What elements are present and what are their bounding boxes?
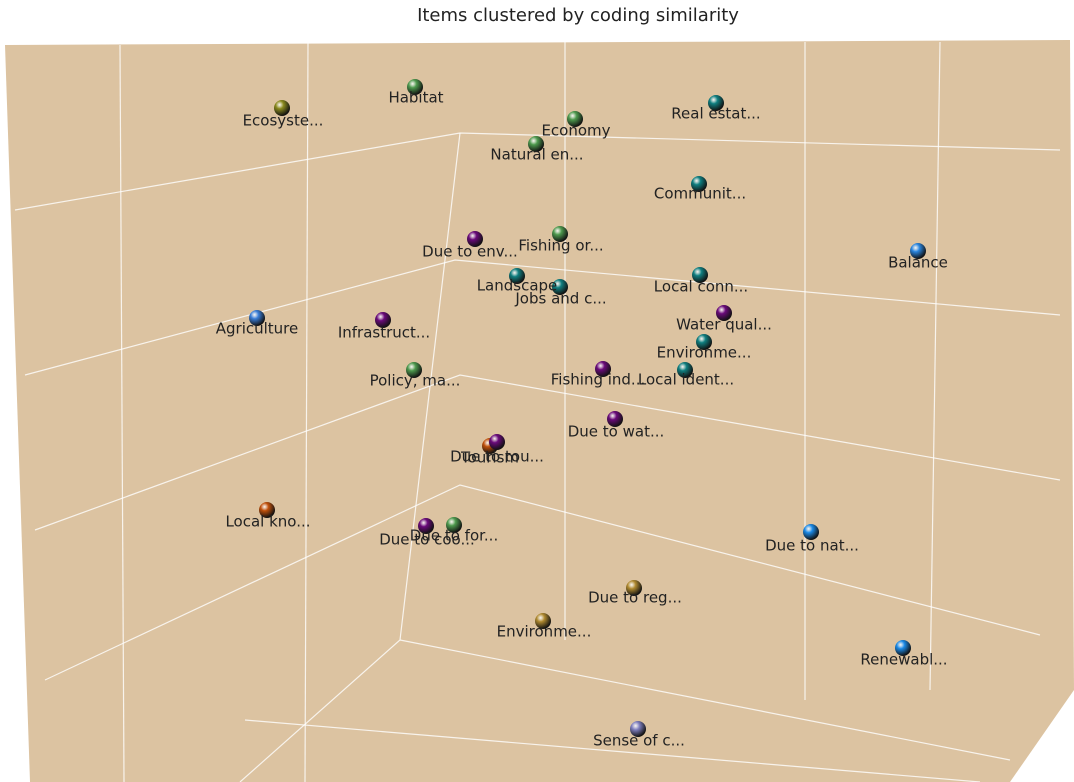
- item-label: Fishing ind...: [551, 371, 646, 389]
- item-sphere: [696, 334, 712, 350]
- item-label: Sense of c...: [593, 732, 685, 750]
- item-label: Renewabl...: [860, 651, 947, 669]
- item-sphere: [535, 613, 551, 629]
- item-label: Due to tou...: [450, 448, 544, 466]
- item-sphere: [375, 312, 391, 328]
- plot-box: [5, 40, 1074, 782]
- item-sphere: [259, 502, 275, 518]
- item-sphere: [274, 100, 290, 116]
- item-label: Economy: [541, 122, 610, 140]
- item-sphere: [249, 310, 265, 326]
- item-sphere: [552, 279, 568, 295]
- item-sphere: [567, 111, 583, 127]
- item-label: Policy, ma...: [370, 372, 461, 390]
- item-label: Tourism: [460, 449, 519, 467]
- item-label: Balance: [888, 254, 948, 272]
- item-sphere: [626, 580, 642, 596]
- item-label: Landscape: [477, 277, 558, 295]
- item-sphere: [489, 434, 505, 450]
- item-sphere: [528, 136, 544, 152]
- item-sphere: [630, 721, 646, 737]
- item-sphere: [467, 231, 483, 247]
- item-label: Jobs and c...: [514, 290, 606, 308]
- item-sphere: [607, 411, 623, 427]
- grid: [14, 41, 1061, 782]
- item-sphere: [716, 305, 732, 321]
- item-sphere: [895, 640, 911, 656]
- item-label: Due to wat...: [568, 423, 665, 441]
- item-sphere: [552, 226, 568, 242]
- item-label: Due to for...: [410, 527, 498, 545]
- item-sphere: [910, 243, 926, 259]
- item-label: Local kno...: [225, 513, 310, 531]
- item-sphere: [418, 518, 434, 534]
- item-sphere: [509, 268, 525, 284]
- items: Ecosyste... Habitat Economy Natural en... Re…: [216, 79, 948, 750]
- item-label: Agriculture: [216, 320, 299, 338]
- item-label: Ecosyste...: [243, 112, 324, 130]
- item-label: Fishing or...: [518, 237, 603, 255]
- item-sphere: [446, 517, 462, 533]
- item-sphere: [595, 361, 611, 377]
- item-sphere: [407, 79, 423, 95]
- item-label: Natural en...: [490, 146, 583, 164]
- item-label: Due to nat...: [765, 537, 859, 555]
- item-label: Environme...: [497, 623, 592, 641]
- item-sphere: [677, 362, 693, 378]
- item-sphere: [803, 524, 819, 540]
- item-label: Local conn...: [654, 278, 748, 296]
- item-label: Due to coo...: [379, 531, 475, 549]
- item-label: Real estat...: [671, 105, 760, 123]
- item-label: Local ident...: [638, 371, 734, 389]
- title: Items clustered by coding similarity: [417, 5, 739, 26]
- item-sphere: [692, 267, 708, 283]
- item-label: Environme...: [657, 344, 752, 362]
- item-label: Communit...: [654, 185, 746, 203]
- item-label: Infrastruct...: [338, 324, 430, 342]
- item-sphere: [691, 176, 707, 192]
- item-label: Due to reg...: [588, 589, 682, 607]
- item-label: Due to env...: [422, 243, 518, 261]
- item-sphere: [708, 95, 724, 111]
- item-label: Water qual...: [676, 316, 772, 334]
- item-sphere: [406, 362, 422, 378]
- item-label: Habitat: [388, 89, 443, 107]
